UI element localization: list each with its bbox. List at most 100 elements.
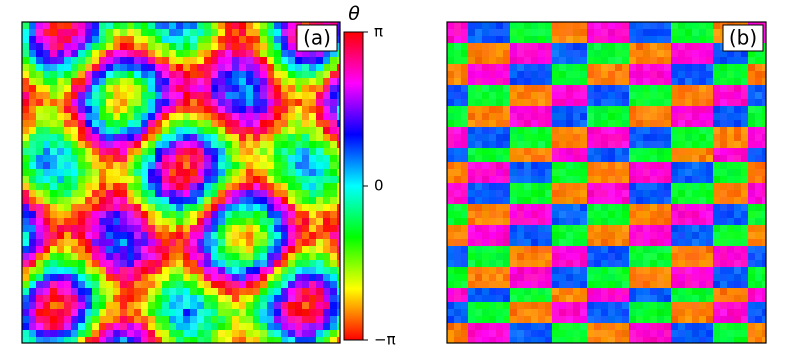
texture-cell <box>225 71 233 79</box>
texture-cell <box>727 106 735 114</box>
texture-cell <box>232 120 240 128</box>
texture-cell <box>134 155 142 163</box>
texture-cell <box>545 316 553 324</box>
texture-cell <box>608 155 616 163</box>
texture-cell <box>559 302 567 310</box>
texture-cell <box>510 253 518 261</box>
texture-cell <box>545 29 553 37</box>
texture-cell <box>657 85 665 93</box>
texture-cell <box>580 106 588 114</box>
texture-cell <box>148 162 156 170</box>
texture-cell <box>309 197 317 205</box>
texture-cell <box>692 99 700 107</box>
texture-cell <box>594 253 602 261</box>
texture-cell <box>218 29 226 37</box>
texture-cell <box>43 99 51 107</box>
texture-cell <box>741 323 749 331</box>
texture-cell <box>559 176 567 184</box>
texture-cell <box>141 148 149 156</box>
texture-cell <box>573 71 581 79</box>
texture-cell <box>225 99 233 107</box>
texture-cell <box>176 281 184 289</box>
texture-cell <box>260 71 268 79</box>
texture-cell <box>503 204 511 212</box>
texture-cell <box>36 225 44 233</box>
texture-cell <box>517 204 525 212</box>
texture-cell <box>50 260 58 268</box>
texture-cell <box>78 85 86 93</box>
texture-cell <box>580 148 588 156</box>
texture-cell <box>678 344 686 352</box>
texture-cell <box>601 316 609 324</box>
texture-cell <box>713 246 721 254</box>
texture-cell <box>211 71 219 79</box>
texture-cell <box>64 260 72 268</box>
texture-cell <box>608 78 616 86</box>
texture-cell <box>636 106 644 114</box>
texture-cell <box>141 141 149 149</box>
texture-cell <box>468 344 476 352</box>
texture-cell <box>120 92 128 100</box>
texture-cell <box>155 330 163 338</box>
texture-cell <box>148 253 156 261</box>
texture-cell <box>197 281 205 289</box>
texture-cell <box>260 218 268 226</box>
texture-cell <box>650 134 658 142</box>
texture-cell <box>274 267 282 275</box>
texture-cell <box>566 211 574 219</box>
texture-cell <box>253 281 261 289</box>
texture-cell <box>587 211 595 219</box>
texture-cell <box>267 57 275 65</box>
texture-cell <box>99 176 107 184</box>
texture-cell <box>288 344 296 352</box>
texture-cell <box>657 274 665 282</box>
texture-cell <box>288 218 296 226</box>
texture-cell <box>699 246 707 254</box>
texture-cell <box>148 281 156 289</box>
texture-cell <box>281 155 289 163</box>
texture-cell <box>692 218 700 226</box>
texture-cell <box>43 120 51 128</box>
texture-cell <box>713 50 721 58</box>
texture-cell <box>643 183 651 191</box>
texture-cell <box>601 295 609 303</box>
texture-cell <box>106 211 114 219</box>
texture-cell <box>657 22 665 30</box>
texture-cell <box>615 330 623 338</box>
texture-cell <box>636 127 644 135</box>
texture-cell <box>141 57 149 65</box>
texture-cell <box>225 253 233 261</box>
texture-cell <box>316 127 324 135</box>
texture-cell <box>615 225 623 233</box>
texture-cell <box>260 211 268 219</box>
texture-cell <box>685 344 693 352</box>
texture-cell <box>566 309 574 317</box>
texture-cell <box>239 239 247 247</box>
texture-cell <box>50 295 58 303</box>
texture-cell <box>699 22 707 30</box>
texture-cell <box>239 127 247 135</box>
texture-cell <box>120 120 128 128</box>
texture-cell <box>489 99 497 107</box>
texture-cell <box>148 183 156 191</box>
texture-cell <box>78 232 86 240</box>
texture-cell <box>748 260 756 268</box>
texture-cell <box>531 169 539 177</box>
texture-cell <box>531 281 539 289</box>
texture-cell <box>559 36 567 44</box>
texture-cell <box>302 274 310 282</box>
texture-cell <box>650 106 658 114</box>
texture-cell <box>559 29 567 37</box>
texture-cell <box>727 148 735 156</box>
texture-cell <box>566 253 574 261</box>
texture-cell <box>127 267 135 275</box>
texture-cell <box>246 78 254 86</box>
texture-cell <box>155 120 163 128</box>
texture-cell <box>78 169 86 177</box>
texture-cell <box>155 225 163 233</box>
texture-cell <box>36 309 44 317</box>
texture-cell <box>281 330 289 338</box>
texture-cell <box>552 218 560 226</box>
texture-cell <box>29 43 37 51</box>
texture-cell <box>664 316 672 324</box>
